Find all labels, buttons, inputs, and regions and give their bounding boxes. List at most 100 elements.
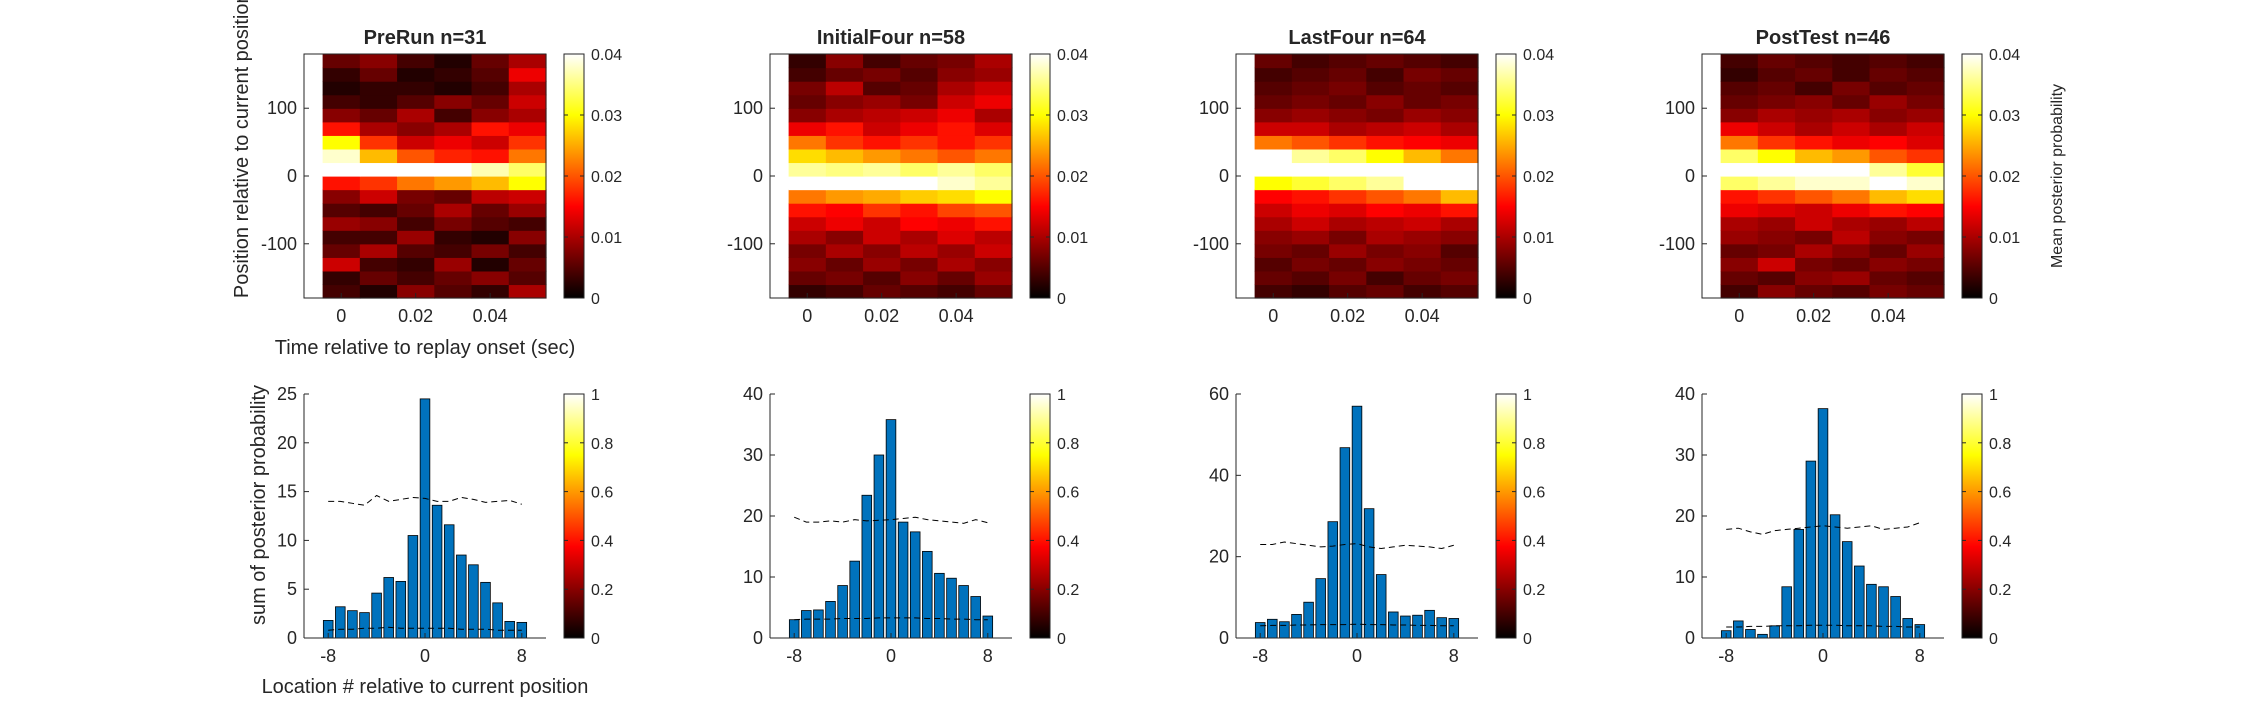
heatmap-cell [1906,216,1945,231]
histogram-bar [1878,586,1889,639]
heatmap-cell [322,176,361,191]
histogram-bar [1412,614,1423,639]
heatmap-cell [359,148,398,164]
y-tick-label: 0 [287,628,297,648]
heatmap-cell [359,216,398,231]
heatmap-panel-1: 0 0.02 0.04 100 0 -100 PreRun n=31 0 0.01 0.02 0.0… [261,27,622,326]
shuffle-lower-dashed-line [794,617,988,621]
histogram-bar [1339,447,1351,639]
heatmap-colorbar-tick-label: 0.01 [1989,230,2020,247]
heatmap-cell [1757,270,1796,286]
x-tick-label: -8 [1252,646,1268,666]
heatmap-cell [900,135,939,150]
histogram-bar [1757,633,1768,639]
heatmap-cell [863,135,901,150]
heatmap-cell [1906,81,1945,96]
heatmap-cell [1869,54,1908,69]
heatmap-cell [359,67,398,82]
y-tick-label: -100 [1659,234,1695,254]
heatmap-cell [471,94,510,109]
heatmap-cell [1869,230,1908,245]
heatmap-cell [825,54,864,69]
heatmap-cell [508,67,547,82]
heatmap-cell [1906,243,1945,258]
heatmap-cell [863,189,901,204]
heatmap-cell [937,108,976,123]
heatmap-cell [1291,216,1330,231]
heatmap-panel-3: 0 0.02 0.04 100 0 -100 LastFour n=64 0 0.01 0.02 0… [1193,27,1554,326]
heatmap-cell [1403,270,1442,286]
heatmap-cell [1440,243,1479,258]
heatmap-cell [825,203,864,218]
heatmap-cell [825,270,864,286]
heatmap-cell [434,216,473,231]
heatmap-cell [1832,270,1871,286]
heatmap-cell [1329,257,1367,272]
heatmap-cell [1291,94,1330,109]
heatmap-cell [1291,148,1330,164]
heatmap-cell [1795,121,1833,136]
histogram-bar [970,596,981,639]
heatmap-cell [863,121,901,136]
heatmap-cell [1906,203,1945,218]
heatmap-colorbar-tick-label: 0 [1057,291,1066,308]
heatmap-cell [825,135,864,150]
histogram-colorbar-tick-label: 1 [1989,387,1998,404]
heatmap-cell [1291,243,1330,258]
y-tick-label: 0 [287,166,297,186]
heatmap-cell [1795,257,1833,272]
heatmap-cell [434,67,473,82]
heatmap-cell [508,94,547,109]
heatmap-cell [1254,284,1293,299]
heatmap-cell [974,94,1013,109]
heatmap-cell [1366,81,1405,96]
heatmap-cell [974,203,1013,218]
heatmap-cell [1832,176,1871,191]
heatmap-cell [1832,216,1871,231]
heatmap-cell [1329,54,1367,69]
histogram-bar [1769,625,1780,639]
heatmap-cell [1403,162,1442,177]
heatmap-cell [1254,121,1293,136]
y-tick-label: -100 [1193,234,1229,254]
heatmap-cell [1869,257,1908,272]
top-x-axis-label: Time relative to replay onset (sec) [275,337,575,359]
heatmap-cell [397,162,435,177]
heatmap-cell [1720,176,1759,191]
heatmap-cell [900,284,939,299]
heatmap-cell [1329,81,1367,96]
histogram-bar [1829,514,1841,639]
heatmap-cell [1906,135,1945,150]
heatmap-cell [1329,189,1367,204]
histogram-bar [335,606,346,639]
heatmap-cell [1440,54,1479,69]
heatmap-cell [937,162,976,177]
heatmap-cell [1366,54,1405,69]
heatmap-cell [1757,162,1796,177]
heatmap-colorbar-tick-label: 0.01 [591,230,622,247]
heatmap-cell [900,54,939,69]
heatmap-cell [1720,162,1759,177]
heatmap-cell [900,257,939,272]
heatmap-cell [974,135,1013,150]
heatmap-cell [863,108,901,123]
heatmap-cell [1440,162,1479,177]
histogram-bar [1866,583,1877,639]
y-tick-label: -100 [261,234,297,254]
histogram-bar [407,535,419,639]
heatmap-cell [937,216,976,231]
heatmap-cell [397,230,435,245]
heatmap-cell [508,121,547,136]
heatmap-cell [1329,135,1367,150]
heatmap-cell [397,270,435,286]
heatmap-cell [825,81,864,96]
histogram-bar [1817,408,1829,639]
heatmap-cell [1291,230,1330,245]
shuffle-upper-dashed-line [328,494,522,506]
histogram-bar [468,564,479,639]
heatmap-cell [1795,81,1833,96]
heatmap-cell [1440,108,1479,123]
heatmap-cell [471,81,510,96]
y-tick-label: 100 [1665,98,1695,118]
